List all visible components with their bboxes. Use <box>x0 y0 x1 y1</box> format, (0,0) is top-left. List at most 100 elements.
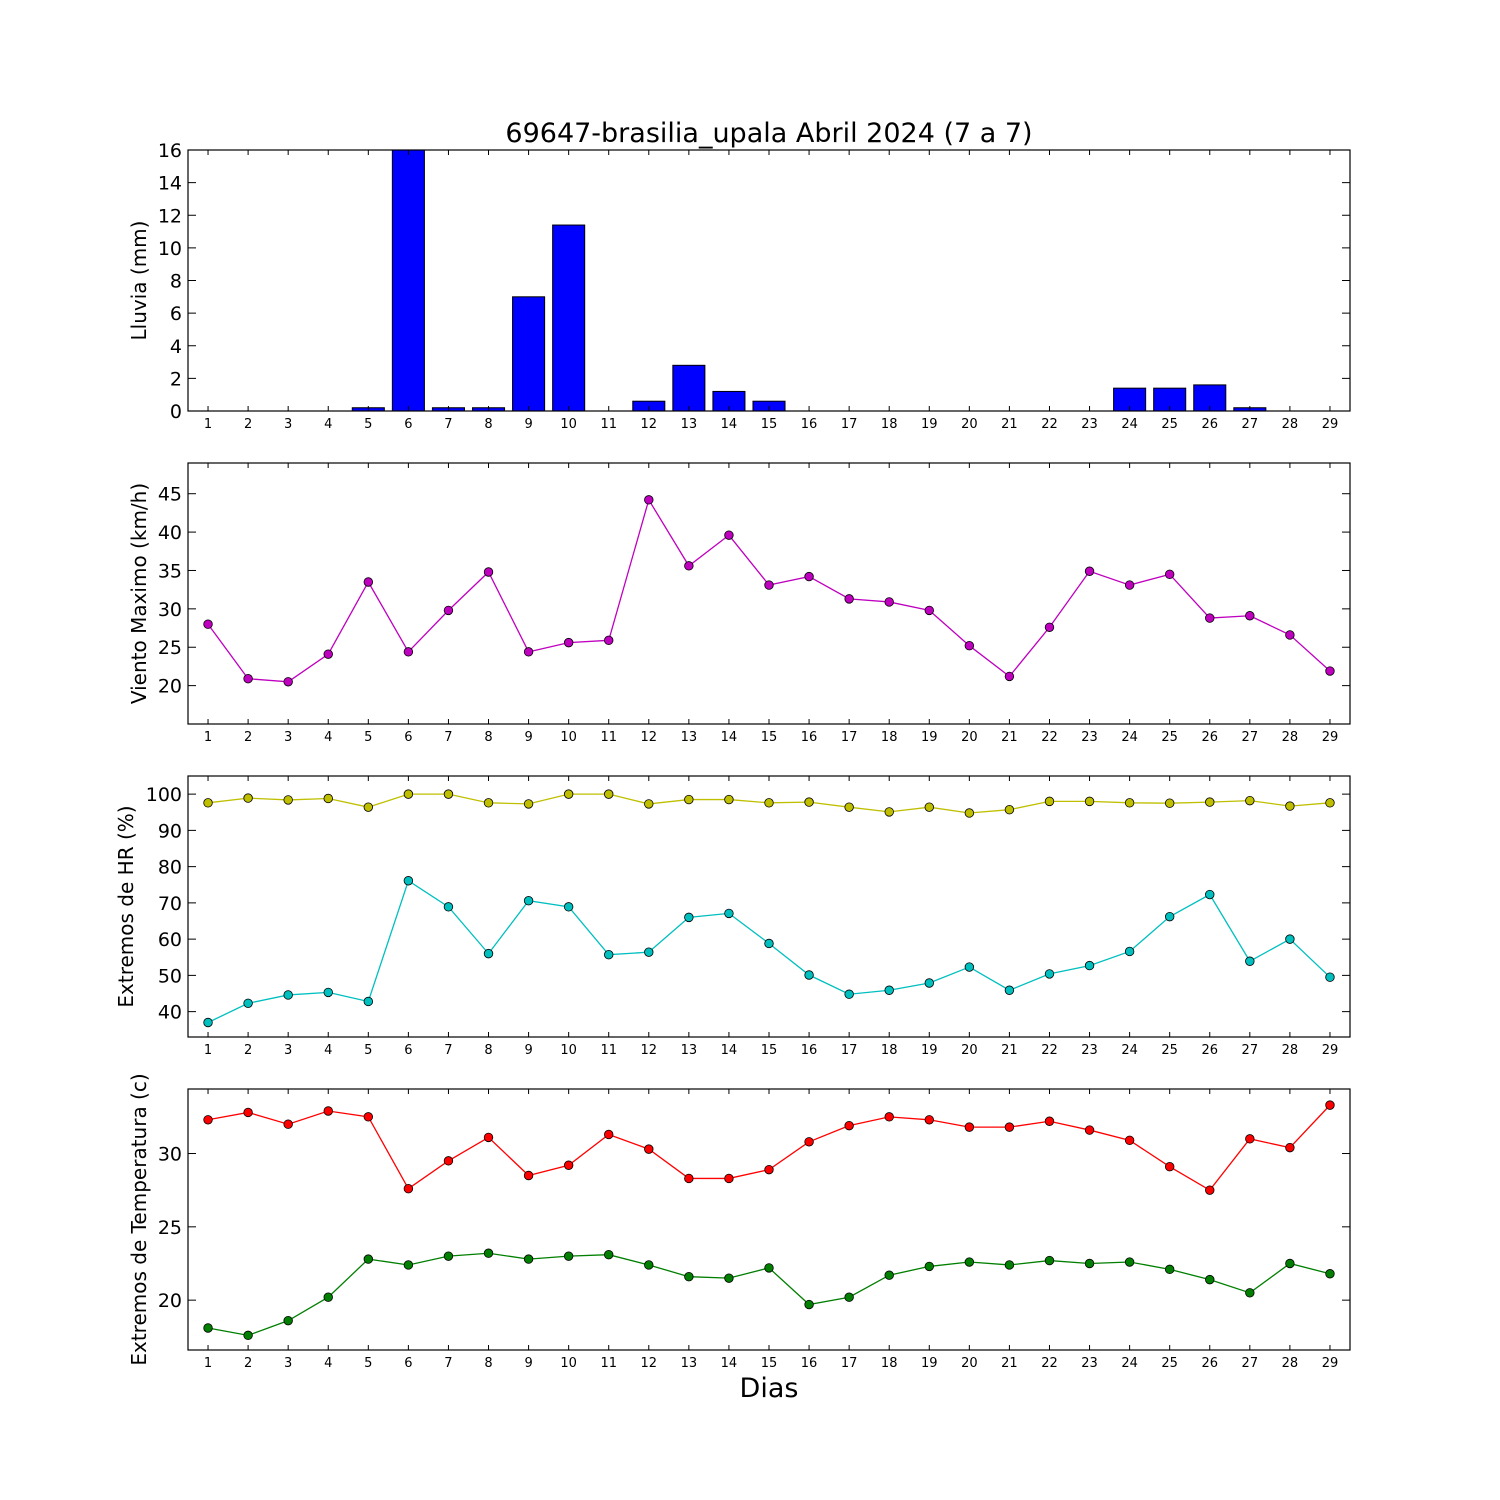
temp-series-1-point-day-22 <box>1044 1116 1055 1126</box>
panel-lluvia: 1 2 3 4 5 6 7 8 9 10 11 12 13 14 15 16 17 18 19 20 21 22 23 24 2… <box>127 140 1351 432</box>
temp-xtick-label-2: 2 <box>244 1356 252 1371</box>
viento-xtick-label-7: 7 <box>444 730 452 745</box>
temp-series-2-point-day-18 <box>884 1270 894 1280</box>
viento-xtick-label-28: 28 <box>1282 730 1299 745</box>
temp-series-2-point-day-16 <box>804 1299 814 1310</box>
hr-series-1-point-day-3 <box>283 795 293 805</box>
hr-series-1-point-day-25 <box>1164 798 1175 808</box>
hr-series-2-point-day-26 <box>1205 889 1215 900</box>
lluvia-xtick-label-4: 4 <box>324 417 332 432</box>
temp-series-2-point-day-2 <box>243 1330 253 1341</box>
viento-series-1-point-day-2 <box>243 674 253 684</box>
hr-xtick-label-1: 1 <box>204 1043 212 1058</box>
temp-xtick-label-26: 26 <box>1201 1356 1218 1371</box>
hr-y-axis-label: Extremos de HR (%) <box>114 805 138 1007</box>
hr-xtick-label-19: 19 <box>921 1043 938 1058</box>
temp-xtick-label-14: 14 <box>721 1356 738 1371</box>
viento-series-1-point-day-27 <box>1245 611 1255 621</box>
viento-xtick-label-5: 5 <box>364 730 372 745</box>
viento-xtick-label-12: 12 <box>641 730 658 745</box>
hr-series-2-point-day-27 <box>1245 956 1255 966</box>
temp-ytick-label-30: 30 <box>158 1144 182 1166</box>
lluvia-xtick-label-18: 18 <box>881 417 898 432</box>
temp-series-2-point-day-11 <box>604 1249 614 1260</box>
hr-series-2-point-day-1 <box>203 1017 213 1028</box>
lluvia-xtick-label-29: 29 <box>1322 417 1339 432</box>
hr-series-1-point-day-22 <box>1044 796 1055 807</box>
hr-series-2-point-day-14 <box>724 908 734 919</box>
temp-xtick-label-27: 27 <box>1242 1356 1259 1371</box>
hr-xtick-label-5: 5 <box>364 1043 372 1058</box>
temp-series-1-point-day-9 <box>523 1170 534 1181</box>
viento-xtick-label-26: 26 <box>1201 730 1218 745</box>
panel-hr: 1 2 3 4 5 6 7 8 9 10 11 12 13 14 15 16 17 18 19 20 21 22 23 24 2… <box>114 775 1351 1058</box>
viento-series-1-point-day-26 <box>1205 613 1215 623</box>
temp-series-2-point-day-3 <box>283 1315 293 1326</box>
hr-series-1-point-day-21 <box>1004 805 1015 815</box>
viento-series-1-point-day-23 <box>1084 566 1095 576</box>
viento-xtick-label-1: 1 <box>204 730 212 745</box>
viento-series-1-point-day-16 <box>804 571 814 582</box>
lluvia-ytick-label-0: 0 <box>170 401 182 423</box>
lluvia-xtick-label-17: 17 <box>841 417 858 432</box>
temp-series-2-point-day-21 <box>1004 1260 1015 1270</box>
lluvia-xtick-label-26: 26 <box>1201 417 1218 432</box>
hr-series-1-point-day-14 <box>724 794 734 805</box>
lluvia-xtick-label-9: 9 <box>524 417 532 432</box>
panels: 1 2 3 4 5 6 7 8 9 10 11 12 13 14 15 16 17 18 19 20 21 22 23 24 2… <box>114 140 1351 1371</box>
viento-series-1-point-day-21 <box>1004 671 1015 682</box>
hr-series-1-point-day-19 <box>924 802 934 812</box>
viento-xtick-label-11: 11 <box>600 730 617 745</box>
lluvia-xtick-label-19: 19 <box>921 417 938 432</box>
viento-xtick-label-25: 25 <box>1161 730 1178 745</box>
temp-xtick-label-24: 24 <box>1121 1356 1138 1371</box>
temp-series-1-point-day-15 <box>764 1164 774 1175</box>
hr-series-1-point-day-4 <box>323 793 333 804</box>
viento-series-1-point-day-15 <box>764 580 774 590</box>
hr-xtick-label-8: 8 <box>484 1043 492 1058</box>
hr-ytick-label-100: 100 <box>146 784 182 806</box>
hr-series-1-point-day-16 <box>804 797 814 807</box>
hr-ytick-label-50: 50 <box>158 965 182 987</box>
lluvia-xtick-label-14: 14 <box>721 417 738 432</box>
hr-xtick-label-26: 26 <box>1201 1043 1218 1058</box>
hr-series-1-point-day-23 <box>1084 796 1095 807</box>
lluvia-ytick-label-16: 16 <box>158 140 182 162</box>
bar-day-10 <box>552 224 586 412</box>
temp-xtick-label-8: 8 <box>484 1356 492 1371</box>
temp-series-1-point-day-10 <box>563 1160 574 1170</box>
temp-series-2-point-day-24 <box>1124 1257 1135 1267</box>
temp-series-1-point-day-25 <box>1164 1162 1175 1172</box>
lluvia-ytick-label-6: 6 <box>170 303 182 325</box>
hr-series-1-point-day-9 <box>523 799 534 809</box>
hr-series-1-point-day-7 <box>443 789 454 799</box>
hr-series-2-point-day-4 <box>323 987 333 998</box>
viento-xtick-label-22: 22 <box>1041 730 1058 745</box>
hr-xtick-label-27: 27 <box>1242 1043 1259 1058</box>
hr-series-1-point-day-18 <box>884 807 894 817</box>
hr-series-1-point-day-27 <box>1245 795 1255 806</box>
lluvia-xtick-label-16: 16 <box>801 417 818 432</box>
viento-series-1-point-day-29 <box>1325 666 1335 676</box>
hr-xtick-label-28: 28 <box>1282 1043 1299 1058</box>
hr-xtick-label-20: 20 <box>961 1043 978 1058</box>
hr-ytick-label-90: 90 <box>158 820 182 842</box>
hr-series-1-point-day-29 <box>1325 798 1335 808</box>
viento-xtick-label-9: 9 <box>524 730 532 745</box>
viento-xtick-label-15: 15 <box>761 730 778 745</box>
hr-series-2-point-day-18 <box>884 985 894 995</box>
temp-series-1-point-day-26 <box>1205 1185 1215 1195</box>
hr-series-1-point-day-5 <box>363 802 374 812</box>
lluvia-xtick-label-11: 11 <box>600 417 617 432</box>
viento-series-1-point-day-20 <box>964 641 975 651</box>
viento-series-1-point-day-24 <box>1124 580 1135 590</box>
lluvia-xtick-label-13: 13 <box>681 417 698 432</box>
lluvia-xtick-label-28: 28 <box>1282 417 1299 432</box>
hr-series-1-point-day-12 <box>644 799 654 809</box>
temp-series-2-point-day-4 <box>323 1292 333 1302</box>
temp-series-2-point-day-10 <box>563 1251 574 1261</box>
hr-series-2-point-day-6 <box>403 876 414 886</box>
hr-xtick-label-6: 6 <box>404 1043 412 1058</box>
viento-series-1-point-day-5 <box>363 577 374 587</box>
